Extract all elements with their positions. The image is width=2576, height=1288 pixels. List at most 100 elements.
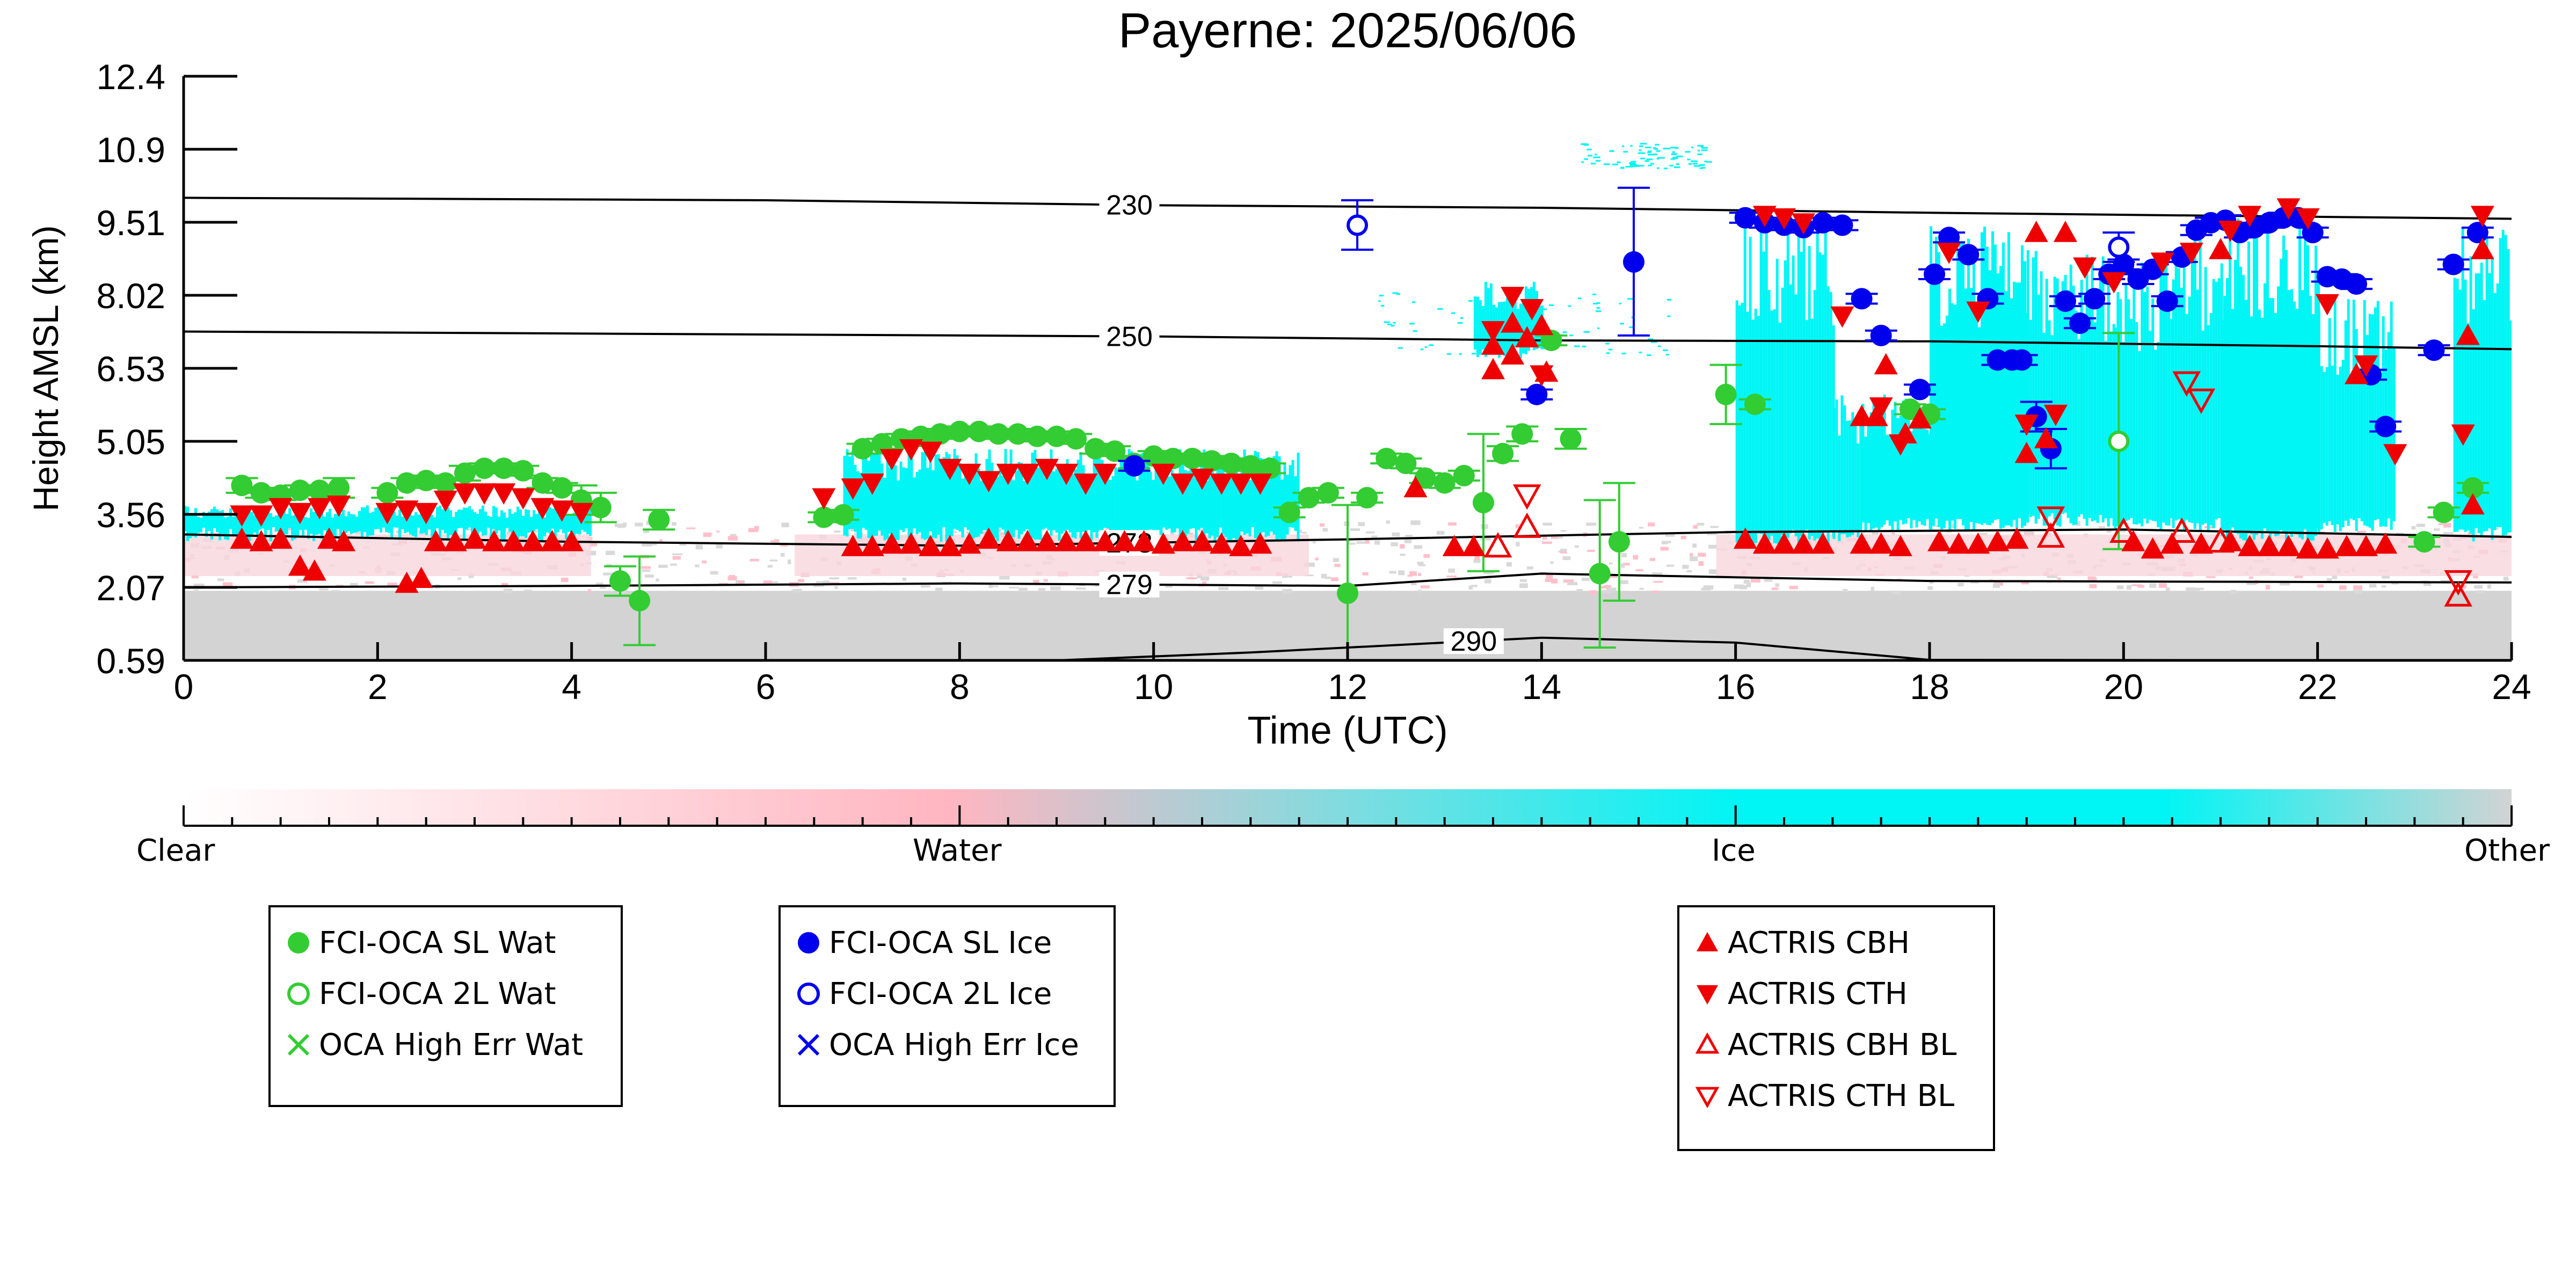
aerosol-speck (2089, 584, 2097, 588)
ice-column (436, 507, 439, 529)
legend-water: FCI-OCA SL Wat FCI-OCA 2L Wat OCA High E… (268, 905, 623, 1107)
legend-label: ACTRIS CBH (1728, 925, 1910, 960)
ice-column (1735, 300, 1738, 542)
ice-column (1904, 398, 1908, 524)
ice-speck (1468, 300, 1473, 302)
data-point (1007, 423, 1029, 445)
ice-column (894, 465, 897, 541)
ice-column (1055, 469, 1058, 533)
aerosol-speck (1682, 565, 1689, 569)
aerosol-speck (834, 530, 841, 533)
ice-column (533, 510, 535, 532)
ice-column (2013, 281, 2015, 520)
aerosol-speck (1255, 586, 1264, 590)
ice-column (899, 461, 903, 530)
cirrus-speck (1617, 161, 1621, 163)
ice-column (1082, 465, 1085, 532)
ice-column (940, 459, 943, 542)
aerosol-speck (1710, 526, 1719, 528)
data-point (832, 504, 854, 526)
data-point (2189, 532, 2213, 554)
ice-column (1036, 467, 1039, 540)
data-point (841, 535, 865, 556)
data-point (1104, 440, 1126, 462)
data-point (860, 473, 884, 495)
ice-column (2491, 259, 2494, 540)
legend-label: FCI-OCA SL Wat (319, 925, 556, 960)
ice-column (465, 507, 468, 530)
aerosol-speck (1404, 539, 1412, 543)
ice-column (1981, 232, 1983, 525)
data-point (2005, 527, 2029, 549)
ice-speck (1424, 346, 1428, 348)
aerosol-speck (1298, 529, 1302, 533)
ice-column (2336, 374, 2339, 525)
ice-column (1741, 302, 1744, 535)
ice-speck (1395, 293, 1401, 295)
aerosol-speck (2353, 590, 2363, 594)
ice-column (1205, 481, 1209, 534)
ice-column (527, 510, 530, 533)
aerosol-speck (1576, 589, 1583, 592)
aerosol-speck (2473, 574, 2478, 579)
ice-column (490, 516, 492, 541)
x-tick-label: 0 (174, 667, 194, 707)
aerosol-speck (2025, 531, 2034, 534)
data-point (1376, 447, 1398, 469)
ice-column (1943, 323, 1946, 528)
ice-column (1789, 284, 1792, 534)
aerosol-speck (1871, 586, 1874, 591)
cirrus-speck (1693, 165, 1701, 167)
ice-column (1989, 270, 1991, 526)
ice-column (1527, 288, 1530, 351)
aerosol-speck (1701, 587, 1711, 591)
ice-column (414, 512, 417, 537)
data-point (1589, 563, 1611, 585)
ice-column (1085, 474, 1088, 533)
cirrus-speck (1648, 164, 1652, 166)
ice-column (390, 511, 393, 539)
aerosol-speck (2087, 576, 2096, 580)
ice-column (2392, 347, 2396, 521)
y-axis-label: Height AMSL (km) (26, 225, 66, 511)
ice-column (280, 509, 283, 534)
ice-column (2048, 320, 2051, 516)
ice-column (455, 512, 457, 539)
aerosol-speck (1698, 561, 1704, 566)
aerosol-speck (1468, 585, 1473, 590)
data-point (434, 472, 456, 494)
data-point (987, 423, 1009, 445)
ice-column (2056, 278, 2059, 526)
ice-column (291, 515, 294, 541)
cirrus-speck (1688, 163, 1692, 165)
ice-column (286, 514, 288, 535)
colorbar-label-water: Water (913, 833, 1002, 868)
data-point (977, 471, 1001, 493)
ice-speck (1648, 338, 1654, 340)
ice-column (1888, 435, 1891, 526)
aerosol-speck (1484, 579, 1491, 584)
ice-column (856, 471, 860, 539)
ice-column (2170, 319, 2173, 519)
aerosol-speck (1606, 587, 1617, 591)
cirrus-speck (1590, 163, 1596, 165)
legend-actris: ACTRIS CBH ACTRIS CTH ACTRIS CBH BL ACTR… (1677, 905, 1995, 1151)
data-point (2084, 288, 2106, 310)
data-point (1298, 486, 1320, 508)
ice-column (2002, 242, 2005, 528)
ice-column (2464, 279, 2467, 532)
aerosol-speck (1202, 581, 1207, 585)
data-point (1472, 492, 1494, 514)
data-point (1035, 459, 1059, 481)
ice-column (1125, 456, 1128, 537)
ice-column (966, 478, 970, 530)
ice-column (974, 453, 978, 537)
ice-column (2077, 339, 2080, 517)
aerosol-speck (781, 522, 789, 528)
data-point (2102, 272, 2126, 294)
ice-speck (1447, 353, 1452, 355)
aerosol-speck (1563, 579, 1574, 583)
data-point (1908, 407, 1932, 429)
data-point (1792, 532, 1816, 554)
ice-column (2201, 330, 2204, 525)
